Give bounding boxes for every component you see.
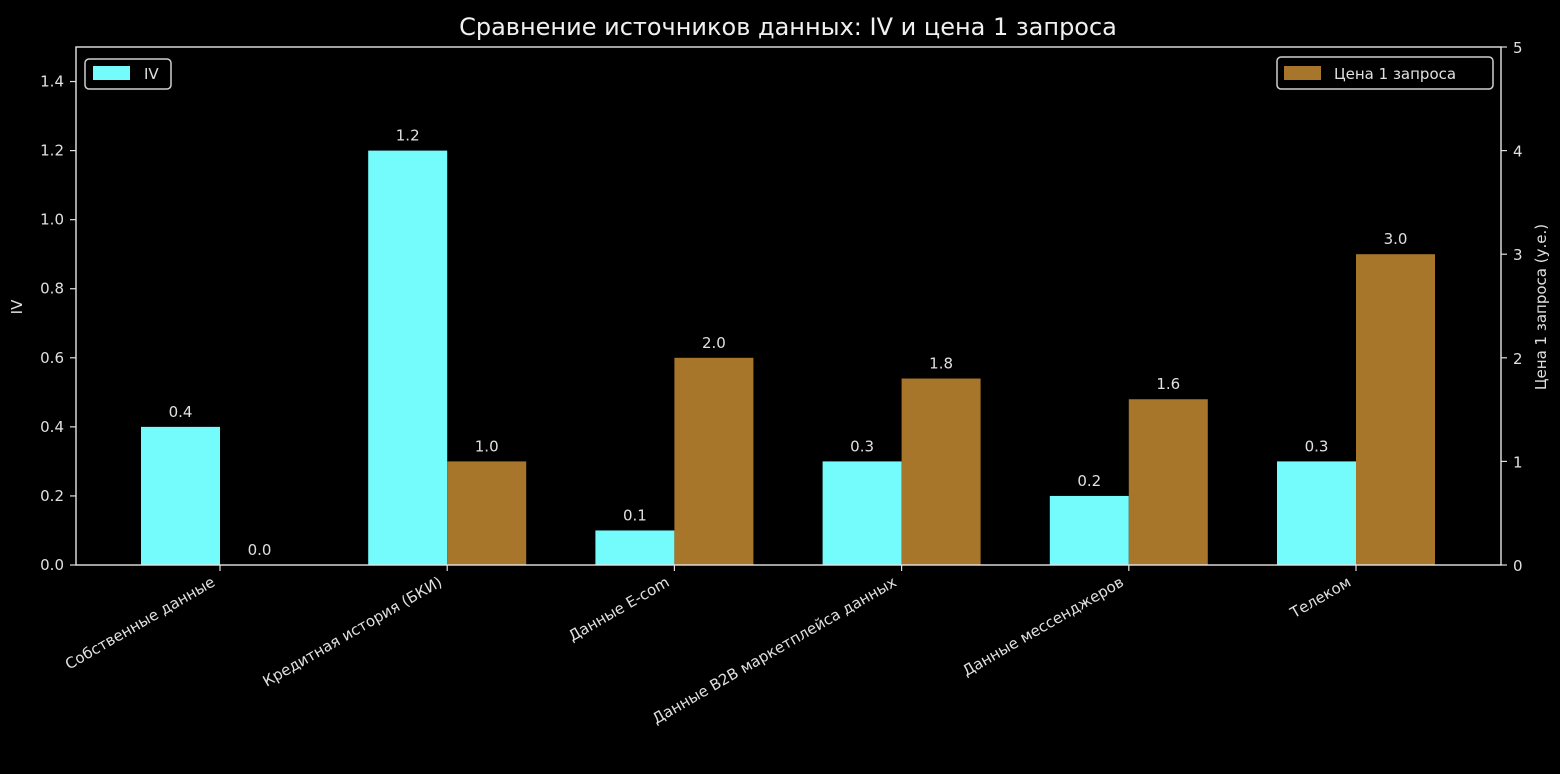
bar-price: [674, 357, 754, 565]
chart-title: Сравнение источников данных: IV и цена 1…: [459, 13, 1117, 41]
bar-iv-value-label: 0.3: [850, 437, 874, 455]
x-tick-label: Данные E-com: [565, 573, 672, 645]
x-tick-label: Данные мессенджеров: [959, 573, 1127, 680]
bar-price-value-label: 0.0: [248, 541, 272, 559]
bar-price-value-label: 2.0: [702, 334, 726, 352]
plot-frame: [75, 46, 1502, 566]
axes-layer: Собственные данные Кредитная история (БКИ…: [40, 39, 1522, 728]
bar-iv-value-label: 0.1: [623, 506, 647, 524]
y-tick-label-left: 0.4: [40, 418, 64, 436]
x-tick-label: Данные B2B маркетплейса данных: [649, 573, 900, 728]
y-tick-label-right: 5: [1513, 39, 1523, 57]
bar-iv: [141, 426, 220, 565]
x-tick-label: Собственные данные: [62, 573, 218, 673]
bar-iv: [1049, 495, 1129, 565]
bar-iv-value-label: 0.2: [1077, 472, 1101, 490]
legend-iv-swatch: [93, 66, 130, 80]
legend-iv-label: IV: [144, 65, 159, 83]
bar-price-value-label: 3.0: [1384, 230, 1408, 248]
legend-iv: IV: [84, 58, 172, 90]
bars-layer: 0.4 0.0 1.2 1.0 0.1 2.0 0.3 1.8 0.2 1.6 0.3 3.0: [141, 127, 1435, 565]
bar-price: [901, 378, 981, 565]
x-tick-label: Кредитная история (БКИ): [260, 573, 446, 691]
bar-price-value-label: 1.8: [929, 355, 953, 373]
y-tick-label-right: 2: [1513, 350, 1523, 368]
bar-iv: [368, 150, 448, 565]
bar-iv: [822, 461, 902, 565]
y-tick-label-right: 1: [1513, 453, 1523, 471]
bar-iv-value-label: 0.4: [169, 403, 193, 421]
legend-price-label: Цена 1 запроса: [1334, 65, 1456, 83]
legend-price-swatch: [1284, 66, 1321, 80]
legend-price: Цена 1 запроса: [1276, 56, 1494, 90]
bar-iv: [595, 530, 675, 565]
bar-iv-value-label: 0.3: [1305, 437, 1329, 455]
y-tick-label-left: 1.2: [40, 142, 64, 160]
bar-iv-value-label: 1.2: [396, 127, 420, 145]
bar-iv: [1277, 461, 1356, 565]
y-tick-label-left: 1.0: [40, 211, 64, 229]
y-tick-label-left: 0.8: [40, 280, 64, 298]
bar-price: [1128, 399, 1208, 565]
bar-price-value-label: 1.6: [1156, 375, 1180, 393]
y-tick-label-left: 1.4: [40, 73, 64, 91]
y-tick-label-left: 0.2: [40, 487, 64, 505]
y-tick-label-right: 0: [1513, 557, 1523, 575]
y-tick-label-left: 0.6: [40, 349, 64, 367]
bar-price-value-label: 1.0: [475, 437, 499, 455]
bar-price: [447, 461, 527, 565]
y-axis-label-left: IV: [8, 299, 26, 314]
bar-price: [1356, 254, 1435, 565]
y-axis-label-right: Цена 1 запроса (у.е.): [1532, 224, 1550, 390]
y-tick-label-right: 4: [1513, 143, 1523, 161]
y-tick-label-left: 0.0: [40, 556, 64, 574]
y-tick-label-right: 3: [1513, 246, 1523, 264]
x-tick-label: Телеком: [1286, 573, 1354, 622]
